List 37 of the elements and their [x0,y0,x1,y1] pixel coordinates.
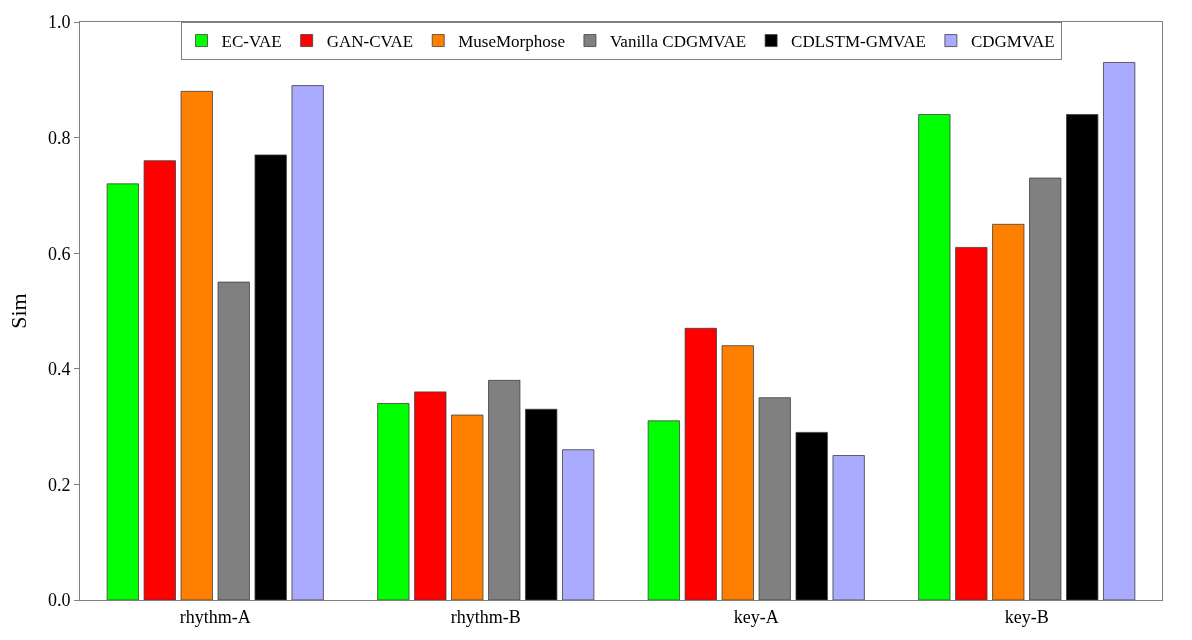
bar [832,455,865,600]
legend-label: GAN-CVAE [326,32,414,52]
bar [1066,114,1099,600]
bar [143,160,176,600]
bar [451,414,484,600]
bar [647,420,680,600]
bar [106,183,139,600]
bar [1103,62,1136,600]
bar [684,327,717,600]
bar [414,391,447,600]
x-tick-label: key-A [733,606,779,627]
y-tick-label: 0.2 [47,474,71,495]
y-tick-label: 0.6 [47,243,71,264]
bar [562,449,595,600]
x-tick-label: rhythm-B [450,606,521,627]
bar [918,114,951,600]
legend-label: CDLSTM-GMVAE [791,32,926,52]
bar [992,223,1025,600]
bar [795,431,828,600]
bar [254,154,287,600]
legend-label: CDGMVAE [970,32,1055,52]
y-tick-label: 1.0 [47,12,71,33]
bar [721,345,754,600]
x-tick-label: rhythm-A [179,606,251,627]
legend-label: MuseMorphose [458,32,565,52]
x-tick-label: key-B [1004,606,1049,627]
bar [377,403,410,600]
bar [955,247,988,600]
y-axis-title: Sim [5,293,31,329]
legend-label: Vanilla CDGMVAE [609,32,747,52]
y-tick-label: 0.4 [47,359,71,380]
y-tick-label: 0.8 [47,127,71,148]
bar [291,85,324,600]
legend-label: EC-VAE [221,32,282,52]
y-tick-label: 0.0 [47,590,71,611]
bar [525,408,558,600]
bar [180,90,213,600]
